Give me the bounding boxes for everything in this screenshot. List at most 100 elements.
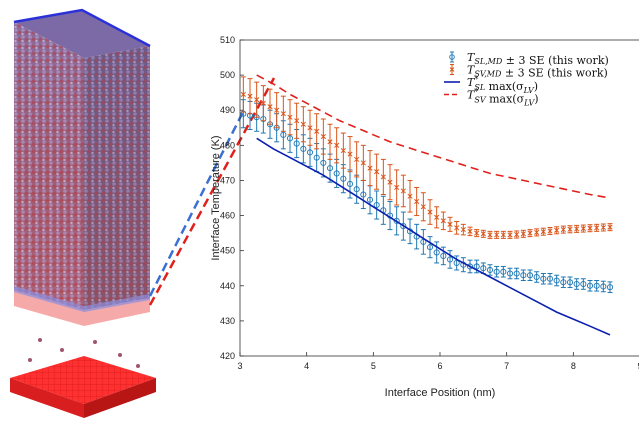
data-point <box>540 275 547 282</box>
legend-label: T* SL max(σLV) <box>467 75 538 95</box>
data-point <box>574 226 580 232</box>
data-point <box>300 145 307 152</box>
y-tick-label: 510 <box>220 35 235 45</box>
data-point <box>500 232 506 238</box>
data-point <box>546 275 554 282</box>
data-point <box>327 139 333 145</box>
data-point <box>594 225 600 231</box>
interface-slab <box>14 290 150 326</box>
data-point <box>527 230 533 236</box>
data-point <box>360 160 366 166</box>
data-point <box>334 142 340 148</box>
y-tick-label: 500 <box>220 70 235 80</box>
data-point <box>533 273 540 281</box>
x-tick-label: 7 <box>504 361 509 371</box>
legend-text-sub: SL,MD <box>474 57 503 66</box>
data-point <box>513 270 520 277</box>
data-point <box>426 244 434 251</box>
data-point <box>267 104 273 110</box>
data-point <box>520 272 527 279</box>
legend-text-main: T <box>467 76 476 89</box>
series-layer <box>240 74 614 336</box>
x-tick-label: 6 <box>437 361 442 371</box>
data-point <box>400 188 406 194</box>
data-point <box>466 263 474 270</box>
connector-sv-line <box>148 77 276 306</box>
data-point <box>526 272 534 279</box>
y-tick-label: 480 <box>220 140 235 150</box>
data-point <box>367 165 373 171</box>
data-point <box>280 111 286 117</box>
x-tick-label: 4 <box>304 361 309 371</box>
simulation-box-illustration <box>10 8 156 418</box>
data-point <box>540 229 546 235</box>
series-2 <box>240 76 613 239</box>
data-point <box>293 140 300 147</box>
data-point <box>347 151 353 157</box>
data-point <box>354 156 360 162</box>
data-point <box>346 180 354 188</box>
y-tick-label: 430 <box>220 316 235 326</box>
legend-text-sub2: LV <box>523 99 535 108</box>
legend-text-tail: ) <box>534 80 538 93</box>
data-point <box>494 232 500 238</box>
data-point <box>554 227 560 233</box>
legend-item: T* SV max(σLV) <box>444 88 539 108</box>
y-tick-label: 490 <box>220 105 235 115</box>
data-point <box>480 265 487 272</box>
data-point <box>414 198 420 205</box>
data-point <box>374 169 380 175</box>
data-point <box>586 282 594 289</box>
y-axis-label: Interface Temperature (K) <box>210 135 222 260</box>
legend-text-main: T <box>467 51 476 64</box>
data-point <box>320 159 327 166</box>
data-point <box>393 217 400 224</box>
data-point <box>500 268 507 275</box>
data-point <box>487 232 493 238</box>
data-point <box>247 93 253 99</box>
data-point <box>507 232 513 238</box>
y-tick-label: 440 <box>220 281 235 291</box>
data-point <box>274 107 280 113</box>
x-tick-label: 9 <box>637 361 639 371</box>
y-tick-label: 420 <box>220 351 235 361</box>
data-point <box>407 193 413 199</box>
data-point <box>387 179 393 185</box>
data-point <box>600 224 606 231</box>
legend-text-sub: SV <box>474 96 486 105</box>
legend-label: T* SV max(σLV) <box>467 88 539 108</box>
x-tick-label: 8 <box>571 361 576 371</box>
data-point <box>453 259 460 267</box>
data-point <box>493 268 500 275</box>
data-point <box>380 174 386 180</box>
substrate-top <box>10 356 156 404</box>
legend-text-rest: ± 3 SE (this work) <box>501 67 607 80</box>
series-3 <box>256 137 611 336</box>
data-point <box>593 282 600 289</box>
substrate-left <box>10 378 84 418</box>
data-point <box>473 263 480 270</box>
data-point <box>460 227 466 233</box>
legend-text-main: T <box>467 89 476 102</box>
legend-label: TSV,MD ± 3 SE (this work) <box>467 64 608 80</box>
y-tick-label: 460 <box>220 211 235 221</box>
data-point <box>287 114 293 120</box>
legend-item: T* SL max(σLV) <box>444 75 538 95</box>
legend-text-sub2: LV <box>523 86 535 95</box>
data-point <box>340 175 347 182</box>
legend-item: TSL,MD ± 3 SE (this work) <box>449 51 609 67</box>
data-point <box>360 191 367 198</box>
plot-area: 3 4 5 6 7 8 9 420 430 440 450 460 470 480 490 500 510 In… <box>210 35 639 399</box>
legend-text-rest: ± 3 SE (this work) <box>502 54 608 67</box>
legend-text-sup: * <box>474 88 478 97</box>
data-point <box>420 204 426 210</box>
series-4 <box>256 74 611 199</box>
data-point <box>467 228 473 234</box>
data-point <box>606 284 614 291</box>
box-top-edge <box>13 8 151 48</box>
data-point <box>294 118 300 124</box>
data-point <box>280 131 287 138</box>
legend-label: TSL,MD ± 3 SE (this work) <box>467 51 609 67</box>
data-point <box>240 91 246 97</box>
data-point <box>506 270 514 277</box>
